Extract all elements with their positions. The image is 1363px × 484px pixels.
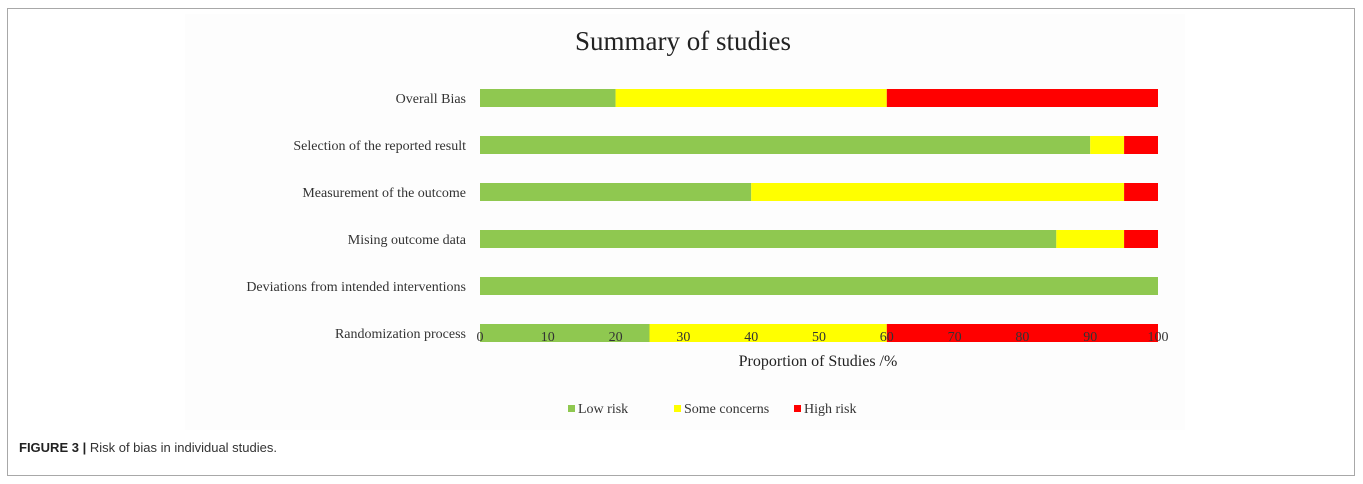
x-tick-label: 30 <box>676 330 690 345</box>
bars <box>480 89 1158 342</box>
stacked-bar-chart: Summary of studies Overall Bias Selection… <box>246 26 1169 417</box>
figure-caption: FIGURE 3 | Risk of bias in individual st… <box>19 440 277 455</box>
bar-high-risk <box>886 89 1158 107</box>
bar-low-risk <box>480 183 752 201</box>
legend-swatch-high-risk <box>794 405 801 412</box>
legend-label: Low risk <box>578 402 628 417</box>
bar-some-concerns <box>751 183 1125 201</box>
legend-label: Some concerns <box>684 402 769 417</box>
category-label: Mising outcome data <box>348 233 467 248</box>
bar-some-concerns <box>1090 136 1125 154</box>
bar-low-risk <box>480 89 616 107</box>
legend-swatch-some-concerns <box>674 405 681 412</box>
bar-high-risk <box>1124 136 1158 154</box>
bar-high-risk <box>886 324 1158 342</box>
x-tick-label: 70 <box>948 330 962 345</box>
bar-some-concerns <box>649 324 887 342</box>
bar-low-risk <box>480 230 1057 248</box>
bar-low-risk <box>480 136 1091 154</box>
figure-number: FIGURE 3 | <box>19 440 87 455</box>
category-label: Overall Bias <box>396 92 466 107</box>
category-label: Randomization process <box>335 327 466 342</box>
x-tick-label: 40 <box>744 330 758 345</box>
category-label: Selection of the reported result <box>293 139 466 154</box>
x-tick-labels: 0 10 20 30 40 50 60 70 80 90 100 <box>477 330 1169 345</box>
bar-high-risk <box>1124 183 1158 201</box>
legend: Low risk Some concerns High risk <box>568 402 857 417</box>
bar-some-concerns <box>1056 230 1125 248</box>
caption-text: Risk of bias in individual studies. <box>89 440 277 455</box>
x-tick-label: 10 <box>541 330 555 345</box>
x-tick-label: 50 <box>812 330 826 345</box>
category-labels: Overall Bias Selection of the reported re… <box>246 92 466 342</box>
x-tick-label: 100 <box>1148 330 1169 345</box>
legend-label: High risk <box>804 402 857 417</box>
x-tick-label: 20 <box>609 330 623 345</box>
chart-title: Summary of studies <box>575 26 791 56</box>
bar-some-concerns <box>615 89 887 107</box>
plot-panel <box>185 14 1185 430</box>
x-tick-label: 60 <box>880 330 894 345</box>
bar-low-risk <box>480 277 1158 295</box>
legend-swatch-low-risk <box>568 405 575 412</box>
bar-low-risk <box>480 324 650 342</box>
category-label: Measurement of the outcome <box>302 186 466 201</box>
x-axis-label: Proportion of Studies /% <box>739 353 898 370</box>
x-tick-label: 80 <box>1015 330 1029 345</box>
x-tick-label: 0 <box>477 330 484 345</box>
bar-high-risk <box>1124 230 1158 248</box>
category-label: Deviations from intended interventions <box>246 280 466 295</box>
x-tick-label: 90 <box>1083 330 1097 345</box>
